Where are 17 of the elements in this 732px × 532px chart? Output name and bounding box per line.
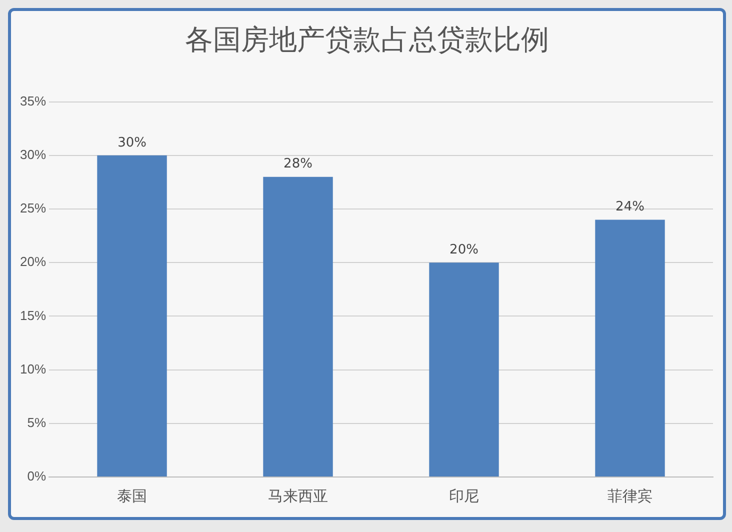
chart-title: 各国房地产贷款占总贷款比例 [184, 22, 550, 58]
y-tick-label: 20% [20, 254, 46, 270]
y-tick-label: 30% [20, 146, 46, 162]
y-tick-label: 0% [27, 468, 46, 484]
y-tick-label: 15% [20, 308, 46, 323]
x-tick-label: 菲律宾 [608, 486, 652, 505]
data-label: 24% [616, 200, 644, 215]
x-tick-label: 泰国 [117, 486, 148, 505]
y-tick-label: 25% [20, 200, 46, 216]
data-label: 28% [284, 156, 312, 172]
x-tick-label: 马来西亚 [268, 486, 328, 505]
y-tick-label: 35% [20, 93, 46, 108]
y-tick-label: 10% [20, 361, 46, 376]
x-tick-label: 印尼 [449, 486, 480, 505]
y-tick-label: 5% [27, 414, 46, 430]
data-label: 30% [118, 135, 146, 150]
data-label: 20% [450, 242, 478, 258]
